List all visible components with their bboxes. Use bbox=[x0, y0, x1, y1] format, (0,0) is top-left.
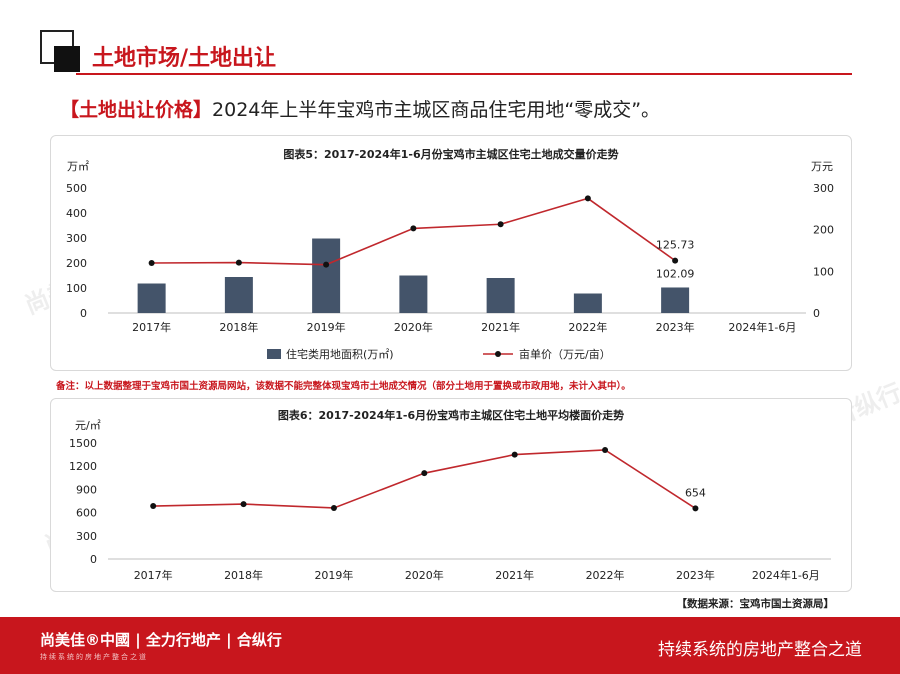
title-divider bbox=[76, 73, 852, 75]
chart6-x-tick: 2021年 bbox=[495, 568, 534, 582]
chart5-legend-bar-label: 住宅类用地面积(万㎡) bbox=[286, 347, 394, 361]
chart6-y-tick: 0 bbox=[90, 553, 97, 566]
page-title: 土地市场/土地出让 bbox=[92, 46, 277, 71]
chart5-x-tick: 2024年1-6月 bbox=[728, 320, 796, 334]
data-source: 【数据来源：宝鸡市国土资源局】 bbox=[676, 598, 835, 610]
chart5-x-tick: 2020年 bbox=[394, 320, 433, 334]
chart6-y-tick: 600 bbox=[76, 507, 97, 520]
chart5-left-tick: 400 bbox=[66, 207, 87, 220]
chart6-y-unit: 元/㎡ bbox=[75, 419, 101, 432]
chart6-title: 图表6：2017-2024年1-6月份宝鸡市主城区住宅土地平均楼面价走势 bbox=[278, 408, 624, 422]
footer-bar: 尚美佳®中國 | 全力行地产 | 合纵行 持续系统的房地产整合之道 持续系统的房… bbox=[0, 617, 900, 674]
chart6-price-point bbox=[150, 503, 157, 510]
chart6-x-tick: 2019年 bbox=[314, 568, 353, 582]
chart6-price-label: 654 bbox=[685, 486, 706, 499]
chart6-y-tick: 900 bbox=[76, 483, 97, 496]
chart6-price-point bbox=[602, 446, 609, 453]
chart5-panel: 图表5：2017-2024年1-6月份宝鸡市主城区住宅土地成交量价走势万㎡ 万元 0… bbox=[50, 135, 852, 371]
chart6-price-point bbox=[692, 505, 699, 512]
chart6-x-tick: 2020年 bbox=[405, 568, 444, 582]
chart6-x-tick: 2018年 bbox=[224, 568, 263, 582]
chart6-x-tick: 2024年1-6月 bbox=[752, 568, 820, 582]
data-note: 备注：以上数据整理于宝鸡市国土资源局网站，该数据不能完整体现宝鸡市土地成交情况（… bbox=[56, 381, 631, 392]
chart5-x-tick: 2019年 bbox=[307, 320, 346, 334]
chart5-right-tick: 300 bbox=[813, 182, 834, 195]
chart5-x-tick: 2018年 bbox=[219, 320, 258, 334]
chart6-price-point bbox=[511, 451, 518, 458]
chart6-y-tick: 1200 bbox=[69, 460, 97, 473]
chart6-price-point bbox=[421, 470, 428, 477]
chart5-price-point bbox=[584, 195, 591, 202]
section-logo-icon bbox=[40, 30, 80, 72]
chart5-left-tick: 300 bbox=[66, 232, 87, 245]
footer-brand-sub: 持续系统的房地产整合之道 bbox=[40, 653, 148, 661]
footer-brand: 尚美佳®中國 | 全力行地产 | 合纵行 bbox=[40, 631, 282, 649]
chart5-x-tick: 2021年 bbox=[481, 320, 520, 334]
chart5-price-point bbox=[410, 225, 417, 232]
chart6-price-point bbox=[240, 501, 247, 508]
chart5-left-tick: 0 bbox=[80, 307, 87, 320]
chart6-y-tick: 1500 bbox=[69, 437, 97, 450]
chart5-price-point bbox=[148, 260, 155, 266]
chart5-left-tick: 100 bbox=[66, 282, 87, 295]
headline-text: 2024年上半年宝鸡市主城区商品住宅用地“零成交”。 bbox=[212, 99, 661, 121]
chart5-bar bbox=[486, 278, 515, 313]
chart5-bar bbox=[399, 275, 428, 313]
chart5-right-unit: 万元 bbox=[811, 160, 833, 173]
chart5-bar bbox=[312, 238, 341, 313]
chart5-title: 图表5：2017-2024年1-6月份宝鸡市主城区住宅土地成交量价走势 bbox=[283, 147, 618, 161]
chart5-right-tick: 0 bbox=[813, 307, 820, 320]
chart5-left-tick: 200 bbox=[66, 257, 87, 270]
chart5-price-label: 125.73 bbox=[656, 239, 695, 252]
chart6-y-tick: 300 bbox=[76, 530, 97, 543]
chart5-x-tick: 2017年 bbox=[132, 320, 171, 334]
chart6-panel: 图表6：2017-2024年1-6月份宝鸡市主城区住宅土地平均楼面价走势元/㎡ 0… bbox=[50, 398, 852, 592]
chart5-legend-line-marker bbox=[495, 351, 501, 357]
chart6-x-tick: 2017年 bbox=[134, 568, 173, 582]
chart5-x-tick: 2023年 bbox=[656, 320, 695, 334]
chart5-price-point bbox=[235, 259, 242, 266]
chart5-legend-line-label: 亩单价（万元/亩） bbox=[519, 347, 611, 361]
chart5-area-label: 102.09 bbox=[656, 267, 695, 280]
chart5-price-point bbox=[672, 257, 679, 264]
chart5-price-point bbox=[323, 261, 330, 268]
chart6-price-line bbox=[153, 449, 696, 510]
chart6-x-tick: 2023年 bbox=[676, 568, 715, 582]
chart5-left-unit: 万㎡ bbox=[67, 160, 89, 173]
footer-slogan: 持续系统的房地产整合之道 bbox=[658, 640, 862, 660]
chart6-price-point bbox=[330, 504, 337, 511]
chart5-x-tick: 2022年 bbox=[568, 320, 607, 334]
chart5-legend-bar-swatch bbox=[267, 349, 281, 359]
chart5-right-tick: 200 bbox=[813, 224, 834, 237]
chart5-bar bbox=[224, 277, 253, 313]
chart6-x-tick: 2022年 bbox=[586, 568, 625, 582]
chart5-right-tick: 100 bbox=[813, 265, 834, 278]
chart5-bar bbox=[573, 293, 602, 313]
chart5-bar bbox=[661, 287, 690, 313]
headline-tag: 【土地出让价格】 bbox=[60, 99, 213, 121]
chart5-price-point bbox=[497, 221, 504, 228]
chart5-left-tick: 500 bbox=[66, 182, 87, 195]
chart5-bar bbox=[137, 283, 166, 313]
headline: 【土地出让价格】2024年上半年宝鸡市主城区商品住宅用地“零成交”。 bbox=[60, 95, 660, 122]
chart5-price-line bbox=[151, 197, 676, 266]
